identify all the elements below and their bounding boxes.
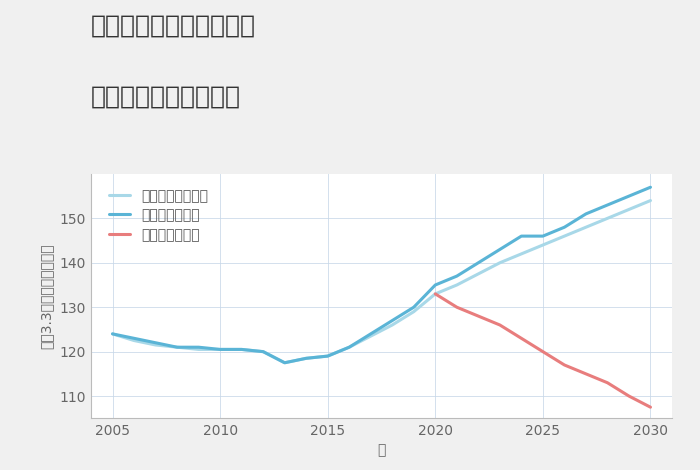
グッドシナリオ xyxy=(410,305,418,310)
ノーマルシナリオ xyxy=(453,282,461,288)
バッドシナリオ xyxy=(582,371,590,376)
ノーマルシナリオ xyxy=(108,331,117,337)
Line: ノーマルシナリオ: ノーマルシナリオ xyxy=(113,201,650,363)
ノーマルシナリオ xyxy=(474,271,482,277)
ノーマルシナリオ xyxy=(302,355,310,361)
Text: 兵庫県西宮市今津港町の: 兵庫県西宮市今津港町の xyxy=(91,14,256,38)
グッドシナリオ xyxy=(367,331,375,337)
ノーマルシナリオ xyxy=(539,242,547,248)
ノーマルシナリオ xyxy=(603,216,612,221)
グッドシナリオ xyxy=(603,202,612,208)
Line: バッドシナリオ: バッドシナリオ xyxy=(435,294,650,407)
ノーマルシナリオ xyxy=(259,349,267,354)
グッドシナリオ xyxy=(259,349,267,354)
ノーマルシナリオ xyxy=(195,346,203,352)
ノーマルシナリオ xyxy=(646,198,654,204)
グッドシナリオ xyxy=(323,353,332,359)
ノーマルシナリオ xyxy=(216,346,224,352)
ノーマルシナリオ xyxy=(281,360,289,366)
グッドシナリオ xyxy=(195,345,203,350)
ノーマルシナリオ xyxy=(517,251,526,257)
グッドシナリオ xyxy=(582,211,590,217)
バッドシナリオ xyxy=(453,305,461,310)
グッドシナリオ xyxy=(539,233,547,239)
ノーマルシナリオ xyxy=(388,322,396,328)
グッドシナリオ xyxy=(345,345,354,350)
Text: 中古戸建ての価格推移: 中古戸建ての価格推移 xyxy=(91,85,241,109)
グッドシナリオ xyxy=(625,193,634,199)
ノーマルシナリオ xyxy=(237,346,246,352)
グッドシナリオ xyxy=(388,318,396,323)
X-axis label: 年: 年 xyxy=(377,443,386,457)
ノーマルシナリオ xyxy=(582,224,590,230)
グッドシナリオ xyxy=(453,273,461,279)
ノーマルシナリオ xyxy=(625,207,634,212)
グッドシナリオ xyxy=(646,184,654,190)
Y-axis label: 坪（3.3㎡）単価（万円）: 坪（3.3㎡）単価（万円） xyxy=(39,243,53,349)
グッドシナリオ xyxy=(281,360,289,366)
グッドシナリオ xyxy=(237,346,246,352)
バッドシナリオ xyxy=(646,404,654,410)
バッドシナリオ xyxy=(474,313,482,319)
グッドシナリオ xyxy=(130,336,138,341)
グッドシナリオ xyxy=(496,247,504,252)
グッドシナリオ xyxy=(216,346,224,352)
グッドシナリオ xyxy=(173,345,181,350)
ノーマルシナリオ xyxy=(173,345,181,350)
ノーマルシナリオ xyxy=(560,233,568,239)
ノーマルシナリオ xyxy=(431,291,440,297)
グッドシナリオ xyxy=(560,224,568,230)
ノーマルシナリオ xyxy=(323,353,332,359)
バッドシナリオ xyxy=(539,349,547,354)
バッドシナリオ xyxy=(517,336,526,341)
バッドシナリオ xyxy=(560,362,568,368)
グッドシナリオ xyxy=(474,260,482,266)
グッドシナリオ xyxy=(108,331,117,337)
バッドシナリオ xyxy=(496,322,504,328)
グッドシナリオ xyxy=(151,340,160,345)
ノーマルシナリオ xyxy=(151,342,160,348)
ノーマルシナリオ xyxy=(130,338,138,344)
グッドシナリオ xyxy=(517,233,526,239)
ノーマルシナリオ xyxy=(345,345,354,350)
グッドシナリオ xyxy=(302,355,310,361)
バッドシナリオ xyxy=(603,380,612,385)
バッドシナリオ xyxy=(625,393,634,399)
グッドシナリオ xyxy=(431,282,440,288)
ノーマルシナリオ xyxy=(367,333,375,339)
ノーマルシナリオ xyxy=(410,309,418,314)
Legend: ノーマルシナリオ, グッドシナリオ, バッドシナリオ: ノーマルシナリオ, グッドシナリオ, バッドシナリオ xyxy=(104,183,214,248)
バッドシナリオ xyxy=(431,291,440,297)
Line: グッドシナリオ: グッドシナリオ xyxy=(113,187,650,363)
ノーマルシナリオ xyxy=(496,260,504,266)
